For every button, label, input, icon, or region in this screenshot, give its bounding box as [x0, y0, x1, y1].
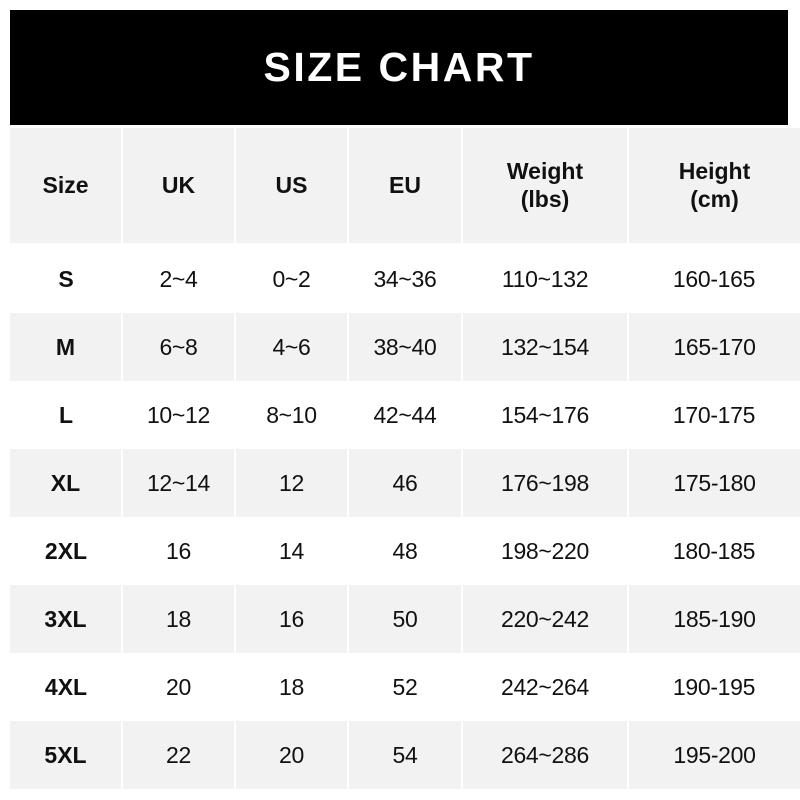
cell-size: 5XL	[10, 721, 123, 789]
table-header-row: Size UK US EU Weight (lbs) Height (cm)	[10, 128, 800, 245]
column-header-size-line1: Size	[42, 171, 89, 198]
cell-eu: 48	[348, 517, 462, 585]
cell-uk: 22	[122, 721, 236, 789]
column-header-weight: Weight (lbs)	[462, 128, 629, 245]
cell-height: 180-185	[628, 517, 800, 585]
cell-us: 16	[235, 585, 349, 653]
cell-weight: 176~198	[462, 449, 629, 517]
cell-weight: 220~242	[462, 585, 629, 653]
cell-weight: 264~286	[462, 721, 629, 789]
cell-weight: 132~154	[462, 313, 629, 381]
table-header: Size UK US EU Weight (lbs) Height (cm)	[10, 128, 800, 245]
cell-weight: 110~132	[462, 244, 628, 313]
cell-us: 18	[235, 653, 348, 721]
table-row: M 6~8 4~6 38~40 132~154 165-170	[10, 313, 800, 381]
cell-weight: 242~264	[462, 653, 628, 721]
column-header-eu-line1: EU	[389, 171, 421, 198]
cell-eu: 52	[348, 653, 462, 721]
cell-uk: 6~8	[122, 313, 236, 381]
cell-size: M	[10, 313, 123, 381]
column-header-uk-line1: UK	[161, 171, 196, 198]
cell-us: 20	[235, 721, 349, 789]
cell-uk: 12~14	[122, 449, 236, 517]
cell-size: XL	[10, 449, 123, 517]
cell-us: 14	[235, 517, 348, 585]
cell-size: 3XL	[10, 585, 123, 653]
column-header-weight-line1: Weight	[506, 158, 584, 185]
cell-weight: 154~176	[462, 381, 628, 449]
column-header-height: Height (cm)	[628, 128, 800, 245]
table-row: 4XL 20 18 52 242~264 190-195	[10, 653, 800, 721]
cell-us: 4~6	[235, 313, 349, 381]
column-header-us: US	[235, 128, 349, 245]
column-header-uk: UK	[122, 128, 236, 245]
table-row: S 2~4 0~2 34~36 110~132 160-165	[10, 244, 800, 313]
column-header-us-line1: US	[275, 171, 308, 198]
cell-uk: 2~4	[122, 244, 235, 313]
cell-uk: 20	[122, 653, 235, 721]
table-row: XL 12~14 12 46 176~198 175-180	[10, 449, 800, 517]
table-row: 3XL 18 16 50 220~242 185-190	[10, 585, 800, 653]
cell-height: 175-180	[628, 449, 800, 517]
cell-size: 4XL	[10, 653, 122, 721]
cell-eu: 50	[348, 585, 463, 653]
cell-us: 0~2	[235, 244, 348, 313]
cell-height: 185-190	[628, 585, 800, 653]
size-chart-table: Size UK US EU Weight (lbs) Height (cm)	[10, 128, 800, 789]
cell-us: 12	[235, 449, 349, 517]
cell-height: 195-200	[628, 721, 800, 789]
cell-eu: 54	[348, 721, 463, 789]
cell-eu: 42~44	[348, 381, 462, 449]
cell-eu: 38~40	[348, 313, 463, 381]
cell-eu: 46	[348, 449, 463, 517]
cell-size: L	[10, 381, 122, 449]
table-row: 5XL 22 20 54 264~286 195-200	[10, 721, 800, 789]
table-row: L 10~12 8~10 42~44 154~176 170-175	[10, 381, 800, 449]
cell-height: 190-195	[628, 653, 800, 721]
column-header-height-line2: (cm)	[690, 185, 739, 212]
title-banner: SIZE CHART	[10, 10, 788, 125]
cell-size: S	[10, 244, 122, 313]
cell-height: 165-170	[628, 313, 800, 381]
column-header-eu: EU	[348, 128, 463, 245]
column-header-height-line1: Height	[678, 158, 751, 185]
cell-size: 2XL	[10, 517, 122, 585]
table-row: 2XL 16 14 48 198~220 180-185	[10, 517, 800, 585]
page-title: SIZE CHART	[263, 44, 535, 90]
cell-uk: 18	[122, 585, 236, 653]
column-header-weight-line2: (lbs)	[520, 185, 570, 212]
cell-height: 160-165	[628, 244, 800, 313]
cell-height: 170-175	[628, 381, 800, 449]
table-body: S 2~4 0~2 34~36 110~132 160-165 M 6~8 4~…	[10, 244, 800, 789]
cell-uk: 10~12	[122, 381, 235, 449]
cell-eu: 34~36	[348, 244, 462, 313]
cell-weight: 198~220	[462, 517, 628, 585]
cell-uk: 16	[122, 517, 235, 585]
column-header-size: Size	[10, 128, 123, 245]
cell-us: 8~10	[235, 381, 348, 449]
